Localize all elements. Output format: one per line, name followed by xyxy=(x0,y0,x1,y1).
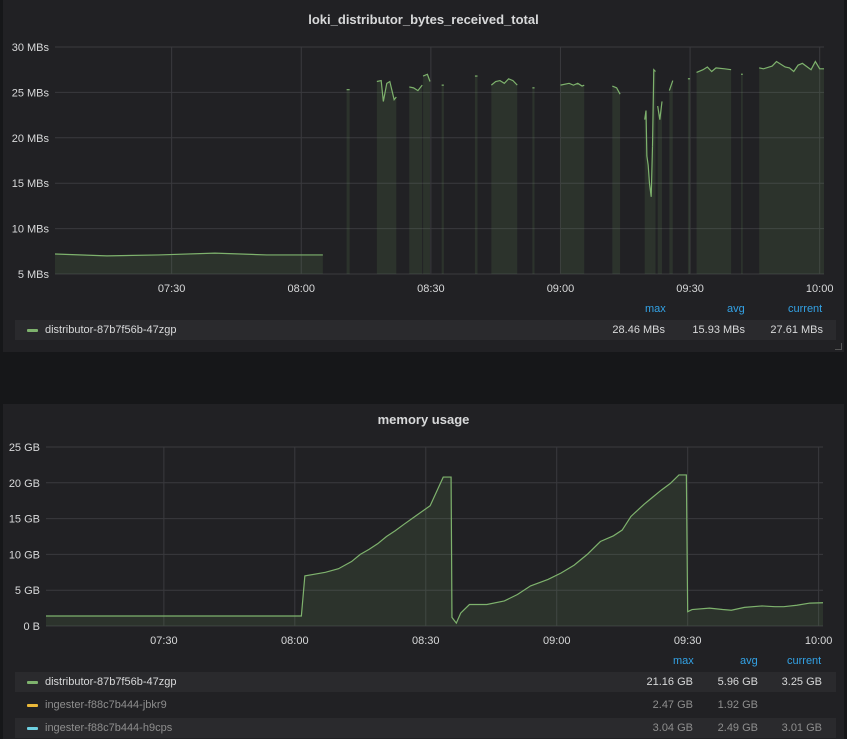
y-tick-label: 10 MBs xyxy=(12,224,50,236)
y-tick-label: 15 MBs xyxy=(12,178,50,190)
legend-avg-value: 1.92 GB xyxy=(717,699,758,711)
x-tick-label: 10:00 xyxy=(806,283,834,295)
legend-series-name: ingester-f88c7b444-h9cps xyxy=(45,722,173,734)
legend-header-max[interactable]: max xyxy=(645,303,666,315)
series-area-fill xyxy=(741,74,743,275)
series-line xyxy=(46,474,824,625)
y-tick-label: 20 MBs xyxy=(12,133,50,145)
series-area-fill xyxy=(612,86,621,274)
series-line xyxy=(612,85,621,95)
y-tick-label: 30 MBs xyxy=(12,42,50,54)
x-tick-label: 08:30 xyxy=(417,283,445,295)
series-line xyxy=(490,78,518,86)
legend-avg-value: 2.49 GB xyxy=(717,722,758,734)
series-color-swatch[interactable] xyxy=(27,727,38,730)
series-area-fill xyxy=(376,80,397,274)
legend-current-value: 27.61 MBs xyxy=(770,324,823,336)
x-tick-label: 09:00 xyxy=(543,635,571,647)
x-tick-label: 09:00 xyxy=(547,283,575,295)
series-color-swatch[interactable] xyxy=(27,329,38,332)
legend-series-name: ingester-f88c7b444-jbkr9 xyxy=(45,699,167,711)
series-line xyxy=(54,252,323,257)
series-area-fill xyxy=(759,61,824,274)
y-tick-label: 25 MBs xyxy=(12,87,50,99)
y-tick-label: 5 GB xyxy=(15,585,40,597)
x-tick-label: 07:30 xyxy=(158,283,186,295)
legend-header-max[interactable]: max xyxy=(673,655,694,667)
series-line xyxy=(422,73,431,82)
series-line xyxy=(644,110,654,197)
series-area-fill xyxy=(687,78,691,274)
series-area-fill xyxy=(409,85,423,274)
legend-item-distributor[interactable]: distributor-87b7f56b-47zgp 28.46 MBs 15.… xyxy=(15,320,836,340)
y-tick-label: 5 MBs xyxy=(18,269,50,281)
y-tick-label: 20 GB xyxy=(9,478,40,490)
x-tick-label: 08:30 xyxy=(412,635,440,647)
legend-max-value: 21.16 GB xyxy=(646,676,693,688)
legend-current-value: 3.25 GB xyxy=(781,676,822,688)
series-area-fill xyxy=(46,474,823,626)
series-color-swatch[interactable] xyxy=(27,704,38,707)
series-area-fill xyxy=(657,101,662,274)
series-line xyxy=(696,66,732,73)
x-tick-label: 08:00 xyxy=(287,283,315,295)
panel-title[interactable]: memory usage xyxy=(377,412,470,427)
y-tick-label: 0 B xyxy=(23,621,40,633)
series-area-fill xyxy=(55,253,323,274)
series-area-fill xyxy=(423,74,430,275)
y-tick-label: 15 GB xyxy=(9,514,40,526)
bytes-received-chart[interactable]: 5 MBs 10 MBs 15 MBs 20 MBs 25 MBs 30 MBs 07:30… xyxy=(3,0,844,300)
legend-header-avg[interactable]: avg xyxy=(727,303,745,315)
series-line xyxy=(668,80,674,91)
x-tick-label: 10:00 xyxy=(805,635,833,647)
series-area-fill xyxy=(669,80,673,274)
legend-header-avg[interactable]: avg xyxy=(740,655,758,667)
legend-item-ingester-jbkr9[interactable]: ingester-f88c7b444-jbkr9 2.47 GB 1.92 GB xyxy=(15,695,836,715)
legend-avg-value: 15.93 MBs xyxy=(692,324,745,336)
legend-avg-value: 5.96 GB xyxy=(717,676,758,688)
legend-current-value: 3.01 GB xyxy=(781,722,822,734)
series-area-fill xyxy=(474,76,478,274)
series-area-fill xyxy=(532,87,535,274)
series-line xyxy=(376,79,397,102)
series-line xyxy=(657,101,663,120)
legend-header-current[interactable]: current xyxy=(787,655,822,667)
legend-max-value: 2.47 GB xyxy=(652,699,693,711)
series-line xyxy=(759,60,824,73)
x-tick-label: 08:00 xyxy=(281,635,309,647)
series-area-fill xyxy=(346,89,350,275)
legend-item-distributor[interactable]: distributor-87b7f56b-47zgp 21.16 GB 5.96… xyxy=(15,672,836,692)
series-area-fill xyxy=(696,66,732,274)
series-line xyxy=(651,68,656,147)
panel-title[interactable]: loki_distributor_bytes_received_total xyxy=(308,12,539,27)
legend-max-value: 3.04 GB xyxy=(652,722,693,734)
series-line xyxy=(409,84,423,92)
legend-item-ingester-h9cps[interactable]: ingester-f88c7b444-h9cps 3.04 GB 2.49 GB… xyxy=(15,718,836,738)
x-tick-label: 07:30 xyxy=(150,635,178,647)
memory-usage-chart[interactable]: 0 B 5 GB 10 GB 15 GB 20 GB 25 GB 07:30 08:00 08:… xyxy=(3,404,844,654)
bytes-received-panel: loki_distributor_bytes_received_total 5 … xyxy=(3,0,844,352)
series-area-fill xyxy=(560,83,585,274)
legend-series-name: distributor-87b7f56b-47zgp xyxy=(45,676,177,688)
legend-series-name: distributor-87b7f56b-47zgp xyxy=(45,324,177,336)
series-area-fill xyxy=(441,85,444,274)
legend-max-value: 28.46 MBs xyxy=(612,324,665,336)
series-color-swatch[interactable] xyxy=(27,681,38,684)
memory-usage-panel: memory usage 0 B 5 GB 10 GB 15 GB 20 GB 25 GB… xyxy=(3,404,844,739)
y-tick-label: 10 GB xyxy=(9,549,40,561)
panel-resize-handle[interactable] xyxy=(835,343,842,350)
x-tick-label: 09:30 xyxy=(676,283,704,295)
series-line xyxy=(560,82,585,87)
series-area-fill xyxy=(491,78,518,274)
y-tick-label: 25 GB xyxy=(9,442,40,454)
x-tick-label: 09:30 xyxy=(674,635,702,647)
legend-header-current[interactable]: current xyxy=(788,303,823,315)
